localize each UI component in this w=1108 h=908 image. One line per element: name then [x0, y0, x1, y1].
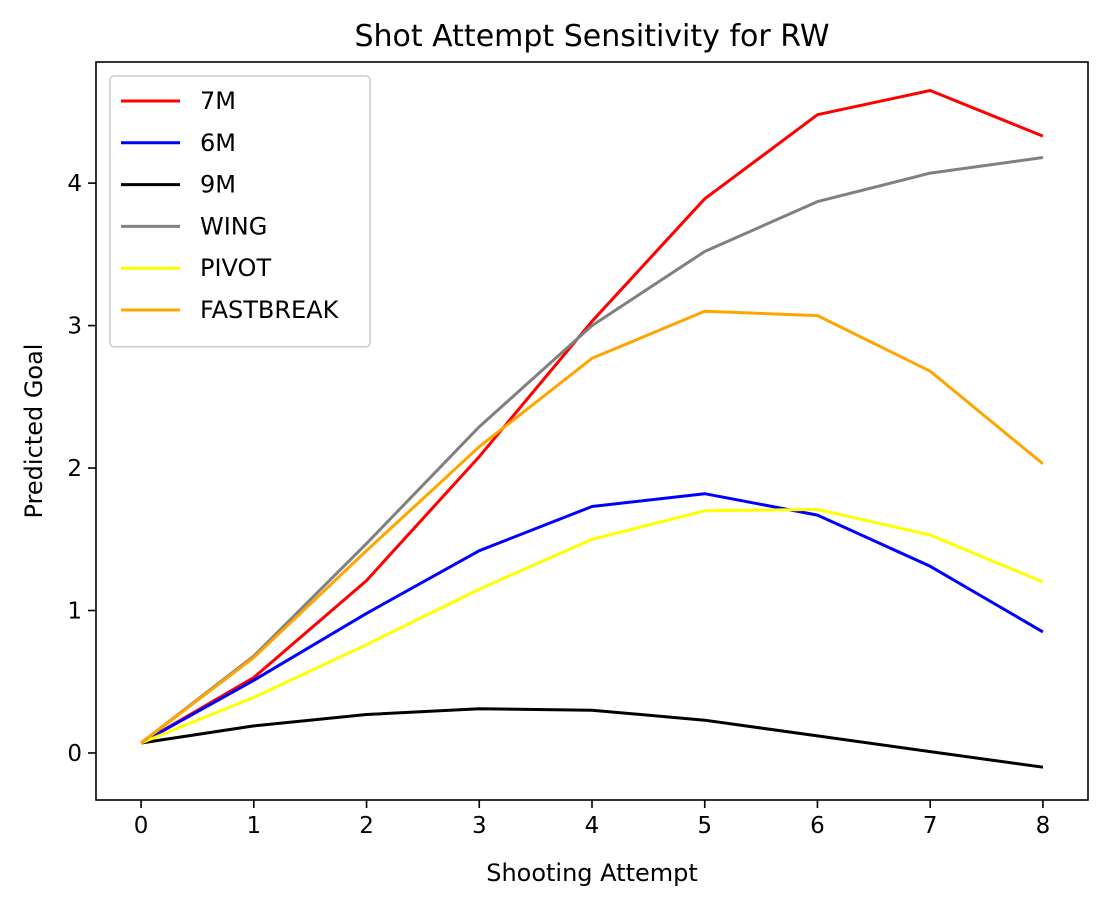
x-tick-label: 0 — [134, 813, 149, 839]
legend-label: PIVOT — [200, 254, 271, 282]
x-tick-label: 6 — [810, 813, 825, 839]
y-axis-ticks: 0 1 2 3 4 — [67, 171, 96, 767]
x-tick-label: 3 — [472, 813, 487, 839]
x-tick-label: 8 — [1036, 813, 1051, 839]
legend-label: 7M — [200, 87, 236, 115]
x-tick-label: 7 — [923, 813, 938, 839]
x-axis-ticks: 0 1 2 3 4 5 6 7 8 — [134, 800, 1050, 839]
legend-label: 6M — [200, 129, 236, 157]
x-tick-label: 4 — [585, 813, 600, 839]
series-line-6m — [140, 492, 1044, 745]
series-line-7m — [140, 89, 1044, 745]
legend-label: FASTBREAK — [200, 296, 340, 324]
y-tick-label: 1 — [67, 599, 82, 625]
y-tick-label: 4 — [67, 171, 82, 197]
y-tick-label: 0 — [67, 741, 82, 767]
x-tick-label: 1 — [246, 813, 261, 839]
x-tick-label: 5 — [697, 813, 712, 839]
chart-title: Shot Attempt Sensitivity for RW — [354, 19, 829, 54]
series-line-pivot — [140, 507, 1044, 745]
legend-label: WING — [200, 212, 267, 240]
x-tick-label: 2 — [359, 813, 374, 839]
series-line-fastbreak — [140, 309, 1044, 745]
x-axis-label: Shooting Attempt — [486, 859, 698, 887]
legend-label: 9M — [200, 171, 236, 199]
series-line-wing — [140, 156, 1044, 745]
y-tick-label: 3 — [67, 314, 82, 340]
series-line-9m — [140, 707, 1044, 769]
plot-lines — [140, 89, 1044, 769]
legend: 7M 6M 9M WING PIVOT FASTBREAK — [109, 75, 371, 348]
y-tick-label: 2 — [67, 456, 82, 482]
y-axis-label: Predicted Goal — [20, 344, 48, 519]
